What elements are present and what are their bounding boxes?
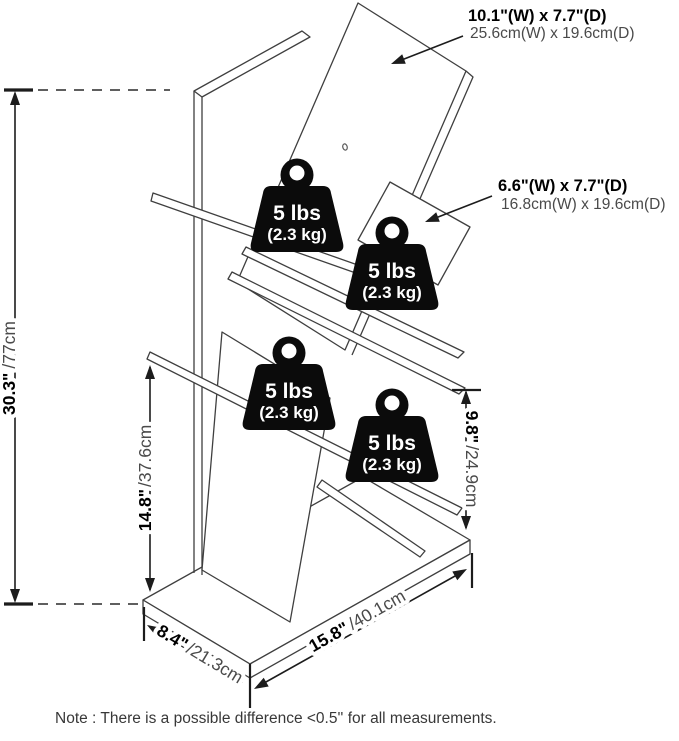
- arrow-up-right-icon: [452, 569, 467, 581]
- arrow-down-left-icon: [254, 677, 269, 689]
- weight-capacity-icon: 5 lbs (2.3 kg): [242, 336, 336, 430]
- weight-handle-hole: [384, 223, 400, 239]
- arrow-down-left-icon: [391, 54, 406, 64]
- small-shelf-face: [357, 181, 471, 286]
- dimension-label: 14.8"/37.6cm: [135, 425, 155, 532]
- dimension-line: [149, 626, 241, 682]
- weight-handle-hole: [281, 343, 297, 359]
- cam-hole: [342, 143, 348, 151]
- weight-capacity-icon: 5 lbs (2.3 kg): [345, 388, 439, 482]
- base-board: [142, 476, 471, 679]
- weight-body: [242, 364, 336, 430]
- leader-line: [398, 35, 464, 62]
- shelf-size-imperial: 10.1"(W) x 7.7"(D): [468, 7, 607, 25]
- weight-capacity-sublabel: (2.3 kg): [362, 283, 422, 302]
- weight-icons: 5 lbs (2.3 kg) 5 lbs (2.3 kg) 5 lbs (2.3…: [242, 158, 439, 482]
- arrow-up-icon: [145, 365, 155, 379]
- weight-capacity-label: 5 lbs: [265, 380, 313, 403]
- weight-capacity-icon: 5 lbs (2.3 kg): [345, 216, 439, 310]
- shelf-size-imperial: 6.6"(W) x 7.7"(D): [498, 177, 627, 195]
- weight-capacity-icon: 5 lbs (2.3 kg): [250, 158, 344, 252]
- arrow-up-icon: [461, 390, 471, 404]
- leader-line: [432, 195, 493, 220]
- arrow-down-icon: [145, 578, 155, 592]
- dimension-label: 9.8"/24.9cm: [462, 411, 482, 508]
- shelf-size-metric: 25.6cm(W) x 19.6cm(D): [470, 25, 635, 42]
- weight-handle-hole: [289, 165, 305, 181]
- weight-body: [345, 416, 439, 482]
- back-panel: [193, 30, 311, 575]
- weight-body: [345, 244, 439, 310]
- weight-capacity-sublabel: (2.3 kg): [259, 403, 319, 422]
- dimension-height-right: 9.8"/24.9cm: [452, 388, 486, 530]
- shelf-size-metric: 16.8cm(W) x 19.6cm(D): [501, 196, 666, 213]
- middle-v-arm-lower: [227, 271, 466, 395]
- bottom-v-arm-edge: [316, 479, 426, 558]
- arrow-down-left-icon: [425, 212, 440, 222]
- callout-large-shelf: 10.1"(W) x 7.7"(D) 25.6cm(W) x 19.6cm(D): [391, 7, 635, 64]
- arrow-down-icon: [461, 516, 471, 530]
- dimension-line: [256, 570, 465, 688]
- arrow-up-left-icon: [147, 625, 162, 637]
- arrow-up-icon: [10, 91, 20, 105]
- weight-capacity-label: 5 lbs: [368, 260, 416, 283]
- bookshelf-line-art: [142, 2, 474, 679]
- weight-capacity-sublabel: (2.3 kg): [267, 225, 327, 244]
- dimension-height-total: 30.3"/77cm: [0, 88, 170, 606]
- measurement-note: Note : There is a possible difference <0…: [55, 710, 497, 727]
- dimension-label: 30.3"/77cm: [0, 321, 19, 415]
- dimension-height-middle: 14.8"/37.6cm: [131, 365, 159, 592]
- weight-capacity-sublabel: (2.3 kg): [362, 455, 422, 474]
- arrow-down-right-icon: [228, 671, 243, 683]
- arrow-down-icon: [10, 589, 20, 603]
- weight-capacity-label: 5 lbs: [273, 202, 321, 225]
- weight-capacity-label: 5 lbs: [368, 432, 416, 455]
- back-panel-top-cap: [193, 30, 311, 98]
- weight-body: [250, 186, 344, 252]
- callout-small-shelf: 6.6"(W) x 7.7"(D) 16.8cm(W) x 19.6cm(D): [425, 177, 666, 222]
- weight-handle-hole: [384, 395, 400, 411]
